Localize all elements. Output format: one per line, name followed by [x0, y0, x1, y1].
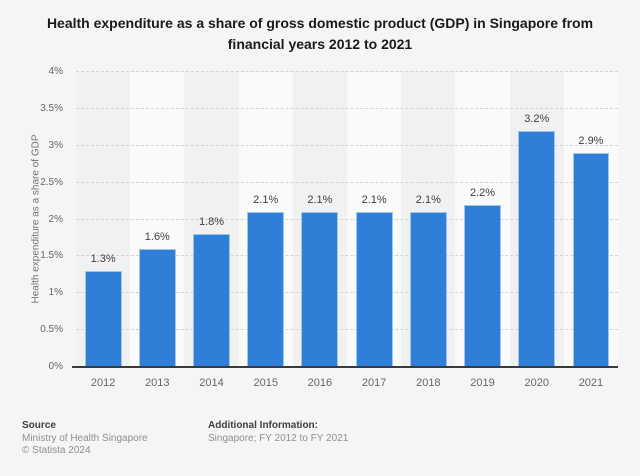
- source-label: Source: [22, 420, 56, 431]
- plot-column-2017: 2.1% 2017: [347, 72, 402, 389]
- plot-column-2018: 2.1% 2018: [401, 72, 456, 389]
- plot-column-2015: 2.1% 2015: [238, 72, 293, 389]
- gridline: [76, 71, 618, 72]
- bar-2013: [138, 249, 176, 367]
- plot-area: 1.3% 2012 1.6% 2013 1.8% 2014 2.1% 2015 2.1% 2016…: [72, 71, 619, 389]
- plot-column-2016: 2.1% 2016: [292, 72, 348, 389]
- plot-columns: 1.3% 2012 1.6% 2013 1.8% 2014 2.1% 2015 2.1% 2016…: [76, 72, 619, 389]
- gridline: [76, 181, 618, 183]
- y-tick-label: 1%: [48, 287, 63, 299]
- plot-column-2012: 1.3% 2012: [76, 72, 131, 389]
- bar-2014: [193, 234, 230, 367]
- bar-2017: [355, 212, 393, 367]
- y-tick-label: 0.5%: [40, 324, 63, 336]
- y-axis-tick-labels: 0% 0.5% 1% 1.5% 2% 2.5% 3% 3.5% 4%: [0, 67, 70, 372]
- gridline: [76, 107, 618, 109]
- bar-value-label: 2.1%: [361, 194, 387, 207]
- x-tick-label: 2012: [90, 377, 116, 389]
- bar-2016: [301, 212, 339, 367]
- x-tick-label: 2020: [524, 377, 549, 389]
- source-block: Source Ministry of Health Singapore © St…: [22, 420, 148, 458]
- bar-2019: [464, 204, 501, 367]
- bar-value-label: 2.1%: [307, 194, 333, 207]
- plot-column-2019: 2.2% 2019: [455, 72, 510, 389]
- plot-column-2013: 1.6% 2013: [130, 72, 185, 389]
- x-tick-label: 2019: [470, 377, 495, 389]
- y-tick-label: 0%: [48, 361, 63, 372]
- copyright: © Statista 2024: [22, 445, 91, 456]
- bar-value-label: 1.3%: [90, 253, 116, 266]
- y-tick-label: 3.5%: [40, 102, 63, 114]
- additional-info-block: Additional Information: Singapore; FY 20…: [208, 420, 348, 445]
- x-axis-line: [72, 366, 618, 368]
- bar-value-label: 2.1%: [415, 194, 441, 207]
- x-tick-label: 2021: [578, 377, 604, 389]
- x-tick-label: 2014: [199, 377, 224, 389]
- bar-2021: [572, 153, 610, 367]
- x-tick-label: 2013: [145, 377, 170, 389]
- bar-2015: [247, 212, 285, 367]
- source-value: Ministry of Health Singapore: [22, 432, 148, 444]
- bar-value-label: 1.8%: [198, 216, 225, 229]
- additional-info-label: Additional Information:: [208, 420, 318, 431]
- bar-value-label: 1.6%: [144, 231, 170, 243]
- y-tick-label: 2.5%: [40, 176, 63, 188]
- bar-value-label: 2.9%: [578, 135, 604, 148]
- y-tick-label: 4%: [48, 66, 63, 77]
- y-tick-label: 1.5%: [40, 250, 63, 262]
- x-tick-label: 2015: [253, 377, 278, 389]
- chart-title-line2: financial years 2012 to 2021: [227, 36, 413, 52]
- bar-2020: [518, 131, 556, 367]
- chart-title-line1: Health expenditure as a share of gross d…: [46, 15, 594, 31]
- plot-column-2014: 1.8% 2014: [184, 72, 239, 389]
- x-tick-label: 2017: [361, 377, 387, 389]
- gridline: [76, 292, 618, 294]
- gridline: [76, 329, 618, 331]
- plot-column-2020: 3.2% 2020: [509, 72, 564, 389]
- gridline: [76, 255, 618, 257]
- x-tick-label: 2016: [307, 377, 333, 389]
- y-tick-label: 3%: [48, 139, 63, 151]
- bar-value-label: 3.2%: [524, 113, 550, 125]
- bar-2012: [84, 271, 122, 367]
- plot-column-2021: 2.9% 2021: [563, 72, 619, 389]
- bar-2018: [409, 212, 447, 367]
- bar-value-label: 2.2%: [469, 186, 496, 199]
- bar-value-label: 2.1%: [253, 194, 279, 207]
- gridline: [76, 144, 618, 146]
- y-tick-label: 2%: [48, 213, 63, 225]
- chart-title: Health expenditure as a share of gross d…: [0, 13, 640, 55]
- x-tick-label: 2018: [416, 377, 441, 389]
- gridline: [76, 218, 618, 220]
- additional-info-value: Singapore; FY 2012 to FY 2021: [208, 432, 349, 444]
